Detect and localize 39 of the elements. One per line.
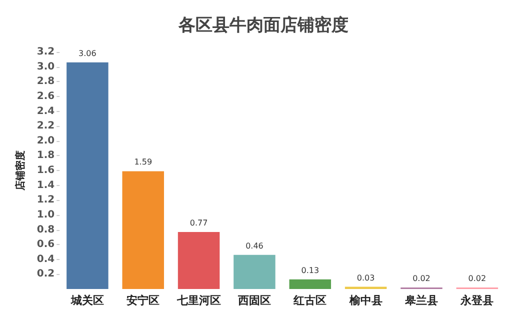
y-tick-label: 0.4 xyxy=(36,254,55,265)
data-label: 0.02 xyxy=(468,274,486,284)
y-tick-label: 1.0 xyxy=(36,209,55,220)
bar xyxy=(178,232,220,289)
chart-title: 各区县牛肉面店铺密度 xyxy=(178,16,348,36)
data-label: 0.03 xyxy=(356,273,375,282)
y-tick-label: 2.6 xyxy=(36,90,55,102)
x-tick-label: 永登县 xyxy=(460,294,494,307)
data-label: 0.77 xyxy=(190,218,208,228)
x-tick-label: 西固区 xyxy=(236,294,271,307)
y-axis-title: 店铺密度 xyxy=(14,150,26,192)
y-tick-label: 1.6 xyxy=(36,165,55,176)
y-tick-label: 2.4 xyxy=(36,106,55,117)
y-tick-label: 3.0 xyxy=(36,61,55,72)
y-tick-label: 0.6 xyxy=(36,239,55,250)
data-label: 0.02 xyxy=(412,274,430,284)
y-tick-label: 3.2 xyxy=(36,46,55,58)
data-label: 0.13 xyxy=(301,266,320,275)
y-tick-label: 1.4 xyxy=(36,180,55,191)
x-tick-label: 皋兰县 xyxy=(404,294,438,307)
bar xyxy=(122,171,164,289)
x-tick-label: 红古区 xyxy=(292,294,327,307)
y-tick-label: 2.8 xyxy=(36,76,55,88)
x-tick-label: 城关区 xyxy=(70,294,104,307)
y-tick-label: 1.8 xyxy=(36,150,55,162)
x-tick-label: 安宁区 xyxy=(126,294,160,307)
data-label: 1.59 xyxy=(134,158,152,167)
x-tick-label: 榆中县 xyxy=(348,294,382,307)
y-tick-label: 2.0 xyxy=(36,135,55,146)
bar xyxy=(234,254,276,289)
y-tick-label: 0.8 xyxy=(36,224,55,236)
y-tick-label: 2.2 xyxy=(36,120,55,132)
data-label: 0.46 xyxy=(246,241,264,250)
x-tick-label: 七里河区 xyxy=(176,294,221,307)
bar xyxy=(289,279,332,289)
data-label: 3.06 xyxy=(78,48,96,58)
y-tick-label: 1.2 xyxy=(36,194,55,206)
y-tick-label: 0.2 xyxy=(36,268,55,280)
bar xyxy=(66,62,108,289)
